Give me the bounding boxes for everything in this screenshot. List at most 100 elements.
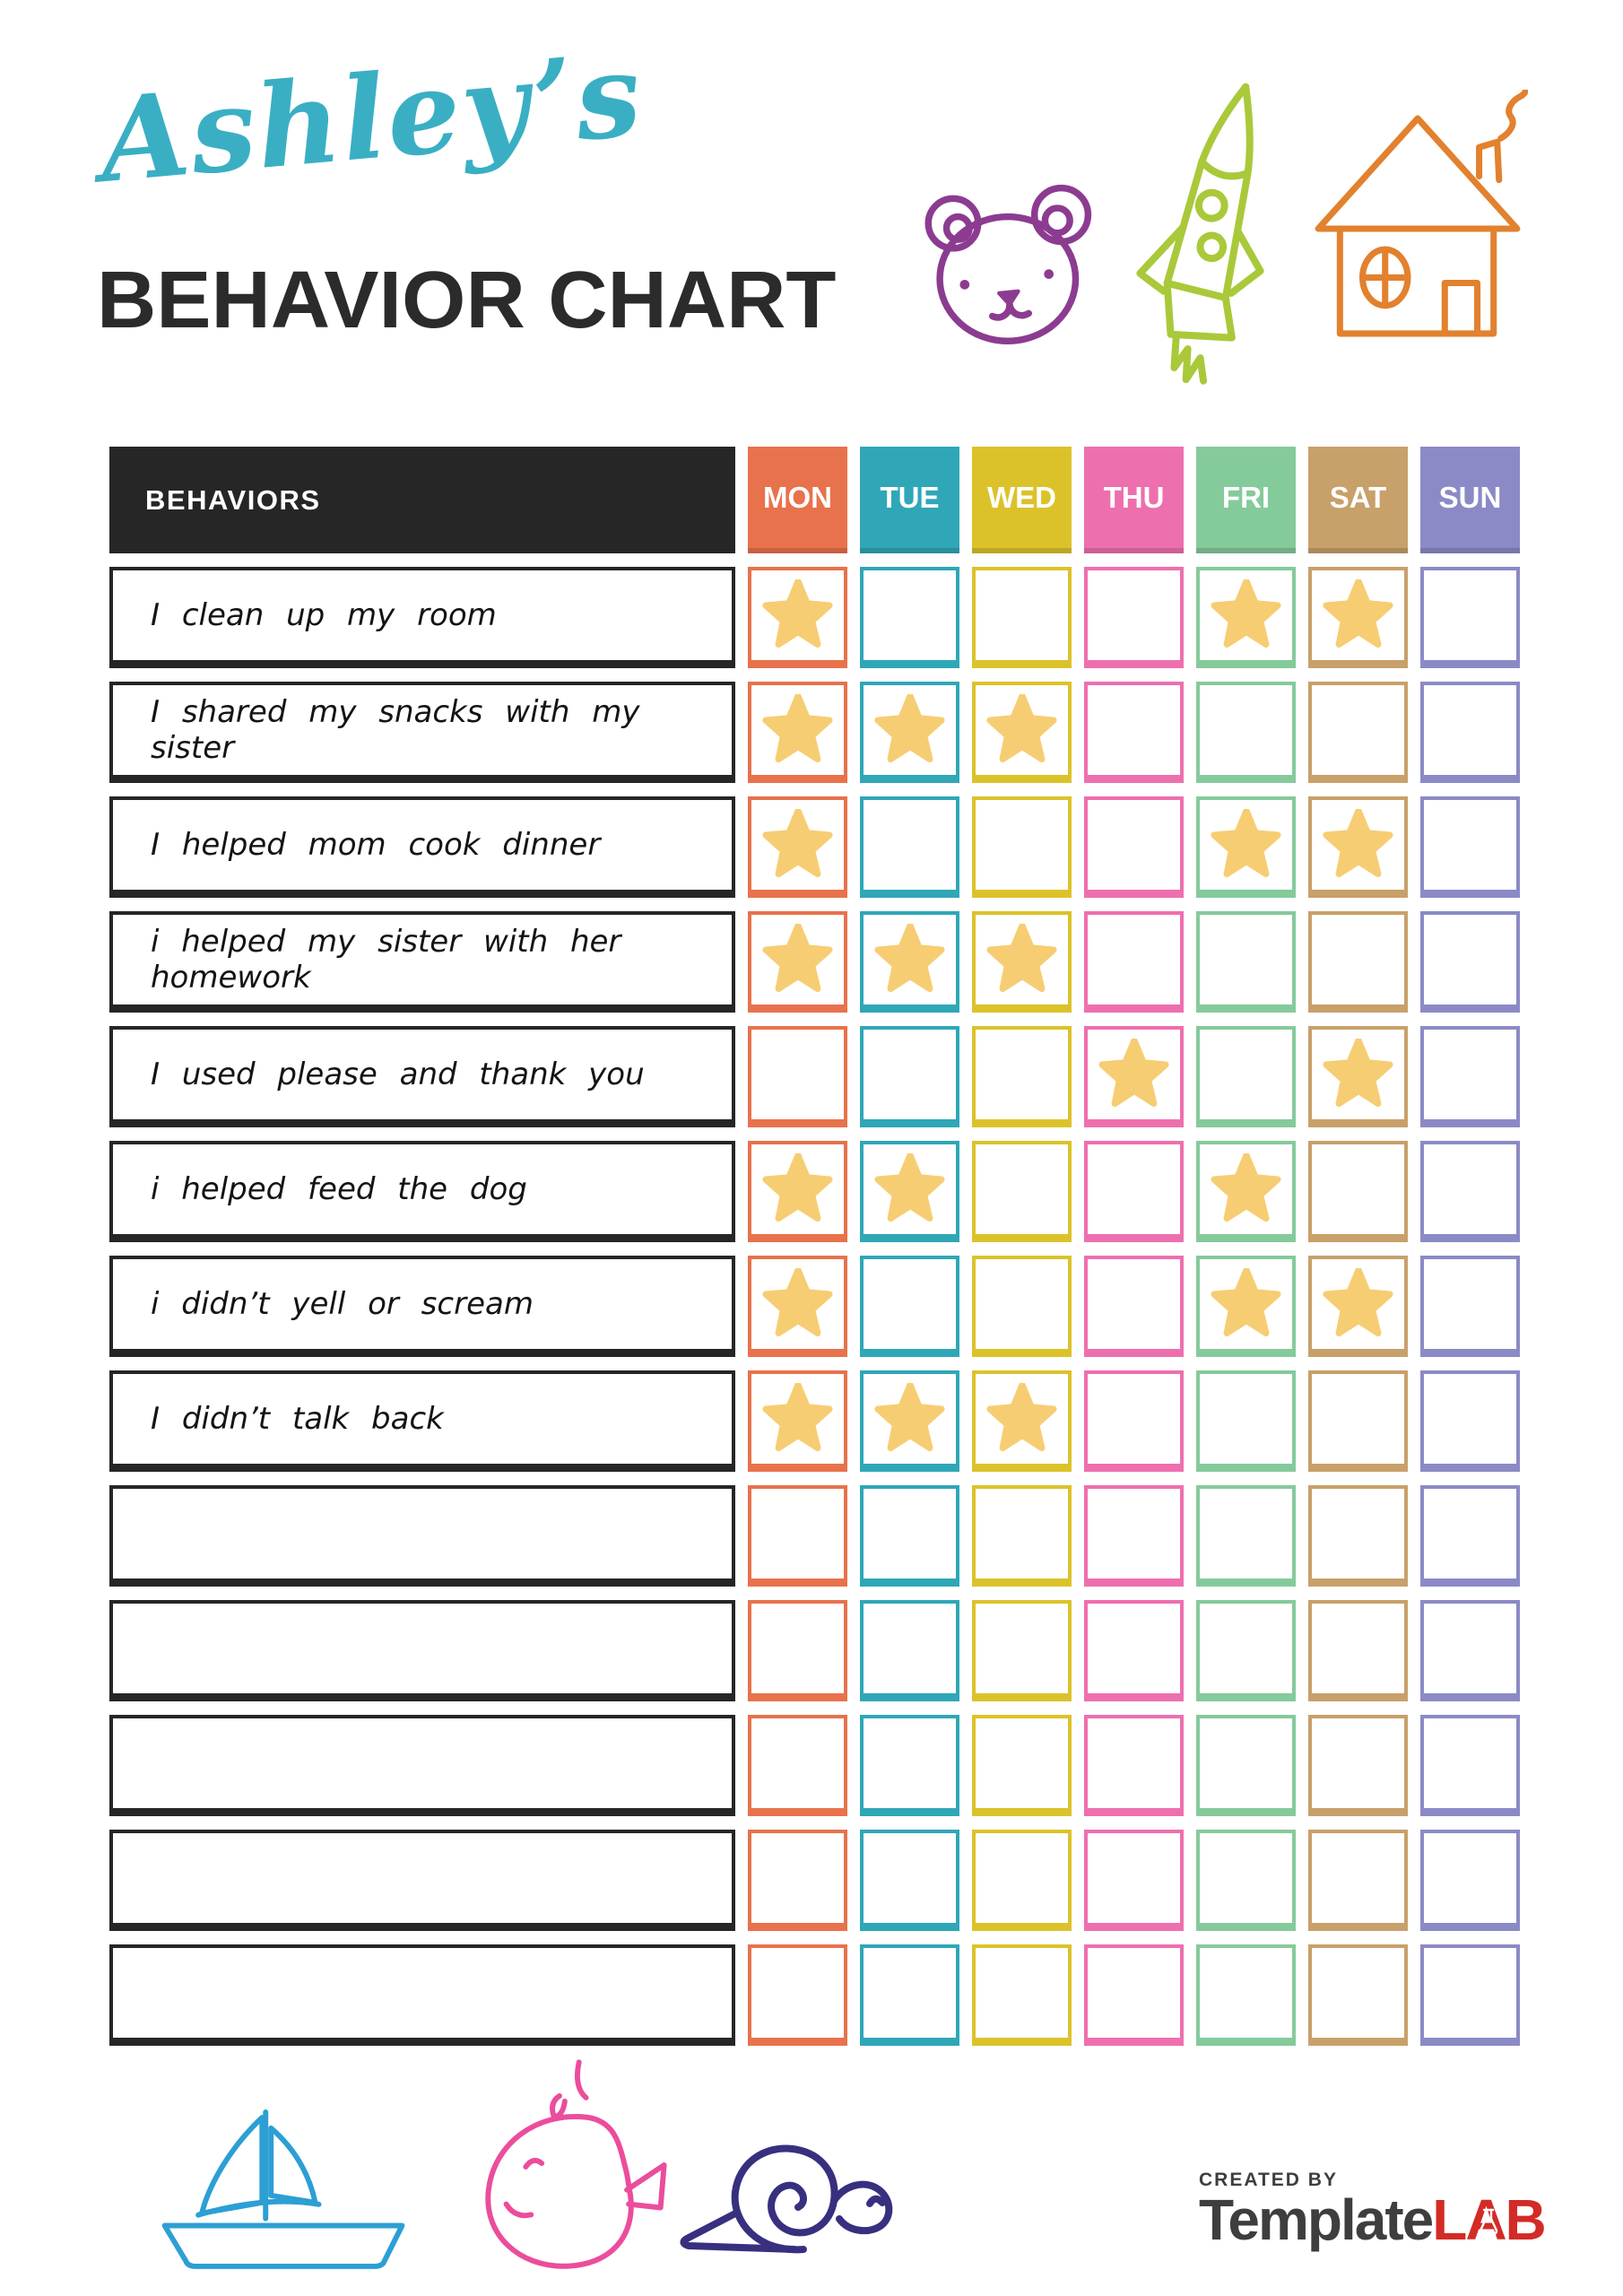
behavior-input-row-8[interactable]: I didn’t talk back	[109, 1370, 735, 1472]
checkbox-fri-row-6[interactable]	[1196, 1141, 1296, 1242]
checkbox-wed-row-2[interactable]	[972, 682, 1072, 783]
checkbox-sun-row-12[interactable]	[1420, 1830, 1520, 1931]
checkbox-sun-row-4[interactable]	[1420, 911, 1520, 1013]
checkbox-fri-row-5[interactable]	[1196, 1026, 1296, 1127]
checkbox-thu-row-6[interactable]	[1084, 1141, 1184, 1242]
behavior-input-row-5[interactable]: I used please and thank you	[109, 1026, 735, 1127]
behavior-input-row-2[interactable]: I shared my snacks with my sister	[109, 682, 735, 783]
checkbox-wed-row-7[interactable]	[972, 1256, 1072, 1357]
behavior-input-row-3[interactable]: I helped mom cook dinner	[109, 796, 735, 898]
checkbox-fri-row-7[interactable]	[1196, 1256, 1296, 1357]
behavior-input-row-6[interactable]: i helped feed the dog	[109, 1141, 735, 1242]
checkbox-sun-row-3[interactable]	[1420, 796, 1520, 898]
checkbox-thu-row-9[interactable]	[1084, 1485, 1184, 1587]
checkbox-mon-row-1[interactable]	[748, 567, 847, 668]
checkbox-thu-row-7[interactable]	[1084, 1256, 1184, 1357]
checkbox-thu-row-1[interactable]	[1084, 567, 1184, 668]
checkbox-mon-row-2[interactable]	[748, 682, 847, 783]
checkbox-tue-row-1[interactable]	[860, 567, 959, 668]
checkbox-tue-row-5[interactable]	[860, 1026, 959, 1127]
checkbox-thu-row-8[interactable]	[1084, 1370, 1184, 1472]
checkbox-thu-row-2[interactable]	[1084, 682, 1184, 783]
behavior-input-row-1[interactable]: I clean up my room	[109, 567, 735, 668]
checkbox-tue-row-12[interactable]	[860, 1830, 959, 1931]
checkbox-wed-row-4[interactable]	[972, 911, 1072, 1013]
checkbox-wed-row-8[interactable]	[972, 1370, 1072, 1472]
checkbox-sun-row-1[interactable]	[1420, 567, 1520, 668]
checkbox-mon-row-7[interactable]	[748, 1256, 847, 1357]
checkbox-sat-row-8[interactable]	[1308, 1370, 1408, 1472]
checkbox-mon-row-13[interactable]	[748, 1944, 847, 2046]
checkbox-fri-row-2[interactable]	[1196, 682, 1296, 783]
behavior-input-row-11[interactable]	[109, 1715, 735, 1816]
checkbox-wed-row-13[interactable]	[972, 1944, 1072, 2046]
behavior-input-row-13[interactable]	[109, 1944, 735, 2046]
checkbox-thu-row-11[interactable]	[1084, 1715, 1184, 1816]
checkbox-thu-row-3[interactable]	[1084, 796, 1184, 898]
checkbox-mon-row-5[interactable]	[748, 1026, 847, 1127]
checkbox-sat-row-13[interactable]	[1308, 1944, 1408, 2046]
checkbox-wed-row-11[interactable]	[972, 1715, 1072, 1816]
checkbox-sun-row-2[interactable]	[1420, 682, 1520, 783]
checkbox-fri-row-4[interactable]	[1196, 911, 1296, 1013]
checkbox-tue-row-10[interactable]	[860, 1600, 959, 1701]
checkbox-wed-row-10[interactable]	[972, 1600, 1072, 1701]
checkbox-sat-row-5[interactable]	[1308, 1026, 1408, 1127]
checkbox-tue-row-2[interactable]	[860, 682, 959, 783]
checkbox-sun-row-7[interactable]	[1420, 1256, 1520, 1357]
checkbox-mon-row-10[interactable]	[748, 1600, 847, 1701]
checkbox-mon-row-8[interactable]	[748, 1370, 847, 1472]
checkbox-thu-row-13[interactable]	[1084, 1944, 1184, 2046]
checkbox-sun-row-11[interactable]	[1420, 1715, 1520, 1816]
checkbox-wed-row-1[interactable]	[972, 567, 1072, 668]
checkbox-thu-row-5[interactable]	[1084, 1026, 1184, 1127]
checkbox-tue-row-7[interactable]	[860, 1256, 959, 1357]
checkbox-sat-row-4[interactable]	[1308, 911, 1408, 1013]
checkbox-tue-row-3[interactable]	[860, 796, 959, 898]
checkbox-wed-row-3[interactable]	[972, 796, 1072, 898]
checkbox-sat-row-11[interactable]	[1308, 1715, 1408, 1816]
behavior-input-row-10[interactable]	[109, 1600, 735, 1701]
checkbox-sun-row-6[interactable]	[1420, 1141, 1520, 1242]
checkbox-fri-row-13[interactable]	[1196, 1944, 1296, 2046]
checkbox-sun-row-13[interactable]	[1420, 1944, 1520, 2046]
checkbox-fri-row-1[interactable]	[1196, 567, 1296, 668]
checkbox-thu-row-4[interactable]	[1084, 911, 1184, 1013]
behavior-input-row-9[interactable]	[109, 1485, 735, 1587]
checkbox-mon-row-12[interactable]	[748, 1830, 847, 1931]
checkbox-mon-row-3[interactable]	[748, 796, 847, 898]
checkbox-sat-row-7[interactable]	[1308, 1256, 1408, 1357]
checkbox-mon-row-11[interactable]	[748, 1715, 847, 1816]
checkbox-sat-row-9[interactable]	[1308, 1485, 1408, 1587]
checkbox-tue-row-4[interactable]	[860, 911, 959, 1013]
checkbox-fri-row-8[interactable]	[1196, 1370, 1296, 1472]
checkbox-wed-row-12[interactable]	[972, 1830, 1072, 1931]
checkbox-tue-row-6[interactable]	[860, 1141, 959, 1242]
checkbox-wed-row-9[interactable]	[972, 1485, 1072, 1587]
checkbox-sun-row-9[interactable]	[1420, 1485, 1520, 1587]
behavior-input-row-12[interactable]	[109, 1830, 735, 1931]
checkbox-mon-row-9[interactable]	[748, 1485, 847, 1587]
checkbox-mon-row-6[interactable]	[748, 1141, 847, 1242]
checkbox-sun-row-8[interactable]	[1420, 1370, 1520, 1472]
checkbox-tue-row-11[interactable]	[860, 1715, 959, 1816]
checkbox-thu-row-12[interactable]	[1084, 1830, 1184, 1931]
checkbox-thu-row-10[interactable]	[1084, 1600, 1184, 1701]
checkbox-wed-row-5[interactable]	[972, 1026, 1072, 1127]
behavior-input-row-4[interactable]: i helped my sister with her homework	[109, 911, 735, 1013]
checkbox-tue-row-13[interactable]	[860, 1944, 959, 2046]
checkbox-fri-row-11[interactable]	[1196, 1715, 1296, 1816]
checkbox-sat-row-1[interactable]	[1308, 567, 1408, 668]
checkbox-fri-row-3[interactable]	[1196, 796, 1296, 898]
checkbox-sat-row-10[interactable]	[1308, 1600, 1408, 1701]
checkbox-tue-row-9[interactable]	[860, 1485, 959, 1587]
checkbox-fri-row-10[interactable]	[1196, 1600, 1296, 1701]
checkbox-sat-row-3[interactable]	[1308, 796, 1408, 898]
checkbox-fri-row-12[interactable]	[1196, 1830, 1296, 1931]
checkbox-sat-row-12[interactable]	[1308, 1830, 1408, 1931]
checkbox-wed-row-6[interactable]	[972, 1141, 1072, 1242]
checkbox-sun-row-5[interactable]	[1420, 1026, 1520, 1127]
checkbox-sun-row-10[interactable]	[1420, 1600, 1520, 1701]
checkbox-fri-row-9[interactable]	[1196, 1485, 1296, 1587]
checkbox-sat-row-2[interactable]	[1308, 682, 1408, 783]
